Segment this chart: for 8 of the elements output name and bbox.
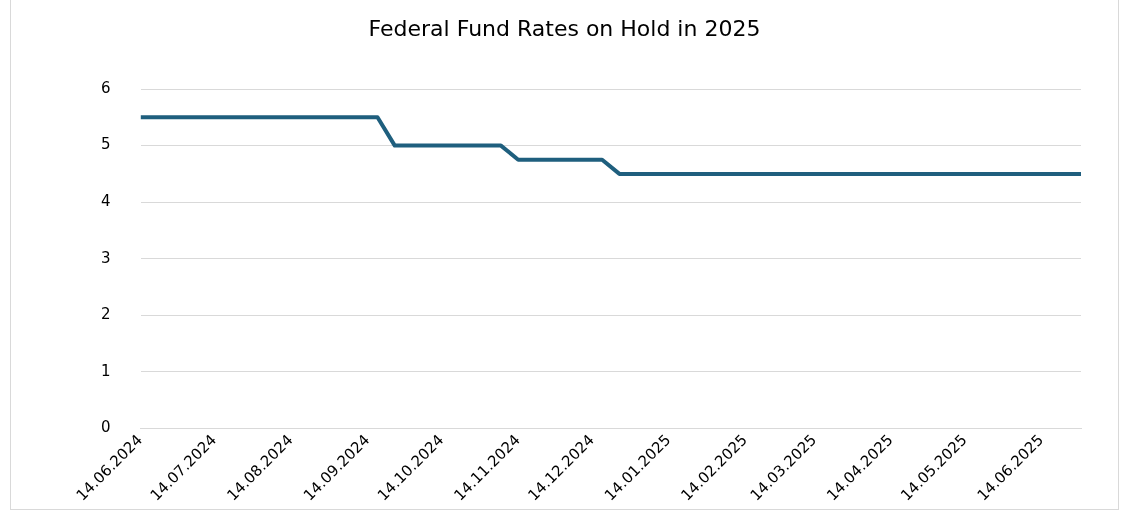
y-tick-label: 3	[101, 248, 111, 267]
y-tick-label: 2	[101, 305, 111, 324]
y-tick-label: 1	[101, 361, 111, 380]
chart-title: Federal Fund Rates on Hold in 2025	[367, 16, 762, 41]
y-tick-label: 0	[101, 418, 111, 437]
y-tick-label: 6	[101, 78, 111, 97]
y-tick-label: 5	[101, 135, 111, 154]
y-tick-label: 4	[101, 192, 111, 211]
